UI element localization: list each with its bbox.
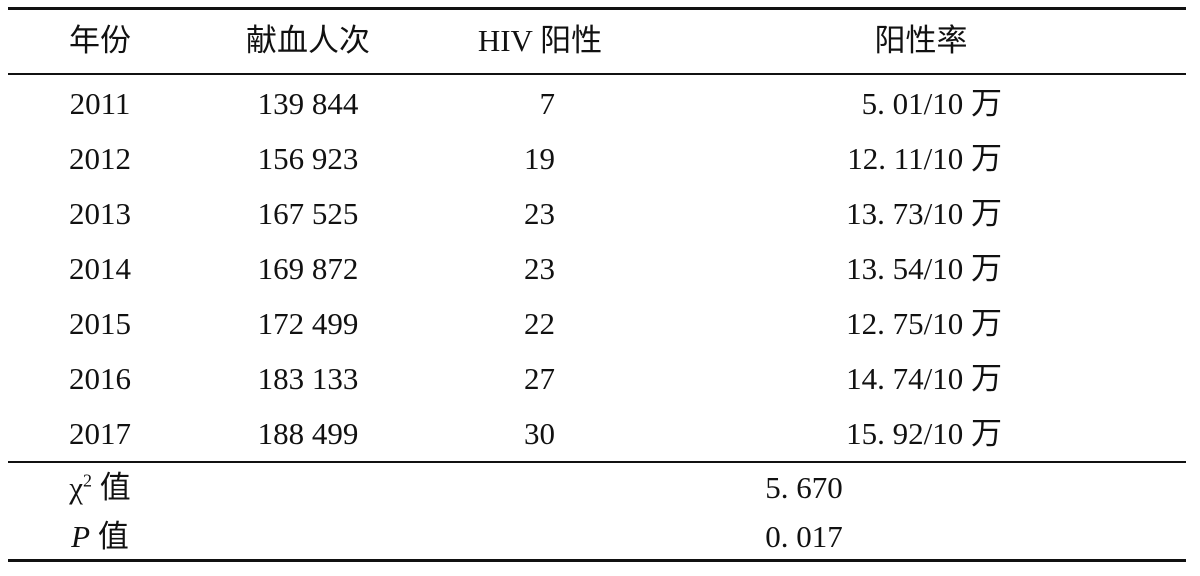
row-donations: 172 499 xyxy=(257,306,359,341)
row-year: 2013 xyxy=(69,196,131,231)
row-positive-rate: 13. 73/10 万 xyxy=(846,196,1002,231)
row-hiv-positive: 23 xyxy=(524,196,555,231)
header-year: 年份 xyxy=(69,23,131,58)
bottom-rule xyxy=(8,559,1186,562)
row-positive-rate: 12. 11/10 万 xyxy=(847,141,1002,176)
row-year: 2017 xyxy=(69,416,131,451)
row-hiv-positive: 22 xyxy=(524,306,555,341)
row-positive-rate: 5. 01/10 万 xyxy=(861,86,1002,121)
row-donations: 188 499 xyxy=(257,416,359,451)
row-donations: 183 133 xyxy=(257,361,359,396)
chi-square-suffix: 值 xyxy=(92,470,131,505)
row-year: 2011 xyxy=(69,86,131,121)
row-year: 2012 xyxy=(69,141,131,176)
chi-square-value: 5. 670 xyxy=(765,470,843,505)
row-donations: 139 844 xyxy=(257,86,359,121)
row-year: 2014 xyxy=(69,251,131,286)
row-hiv-positive: 27 xyxy=(524,361,555,396)
top-rule xyxy=(8,7,1186,10)
chi-square-label: χ2 值 xyxy=(69,468,131,508)
header-positive-rate: 阳性率 xyxy=(874,23,968,58)
row-donations: 167 525 xyxy=(257,196,359,231)
p-value-symbol: P xyxy=(71,519,91,554)
p-value-value: 0. 017 xyxy=(765,519,843,554)
row-donations: 156 923 xyxy=(257,141,359,176)
row-year: 2016 xyxy=(69,361,131,396)
header-donations: 献血人次 xyxy=(246,23,370,58)
header-hiv-positive: HIV 阳性 xyxy=(477,23,603,58)
p-value-suffix: 值 xyxy=(90,519,129,554)
p-value-label: P 值 xyxy=(71,517,129,557)
row-year: 2015 xyxy=(69,306,131,341)
row-hiv-positive: 19 xyxy=(524,141,555,176)
stats-rule xyxy=(8,461,1186,463)
chi-square-symbol: χ xyxy=(69,470,84,505)
row-positive-rate: 12. 75/10 万 xyxy=(846,306,1002,341)
row-positive-rate: 13. 54/10 万 xyxy=(846,251,1002,286)
row-donations: 169 872 xyxy=(257,251,359,286)
row-hiv-positive: 30 xyxy=(524,416,555,451)
row-hiv-positive: 23 xyxy=(524,251,555,286)
row-positive-rate: 15. 92/10 万 xyxy=(846,416,1002,451)
header-rule xyxy=(8,73,1186,75)
row-positive-rate: 14. 74/10 万 xyxy=(846,361,1002,396)
row-hiv-positive: 7 xyxy=(539,86,556,121)
chi-square-power: 2 xyxy=(83,470,93,491)
